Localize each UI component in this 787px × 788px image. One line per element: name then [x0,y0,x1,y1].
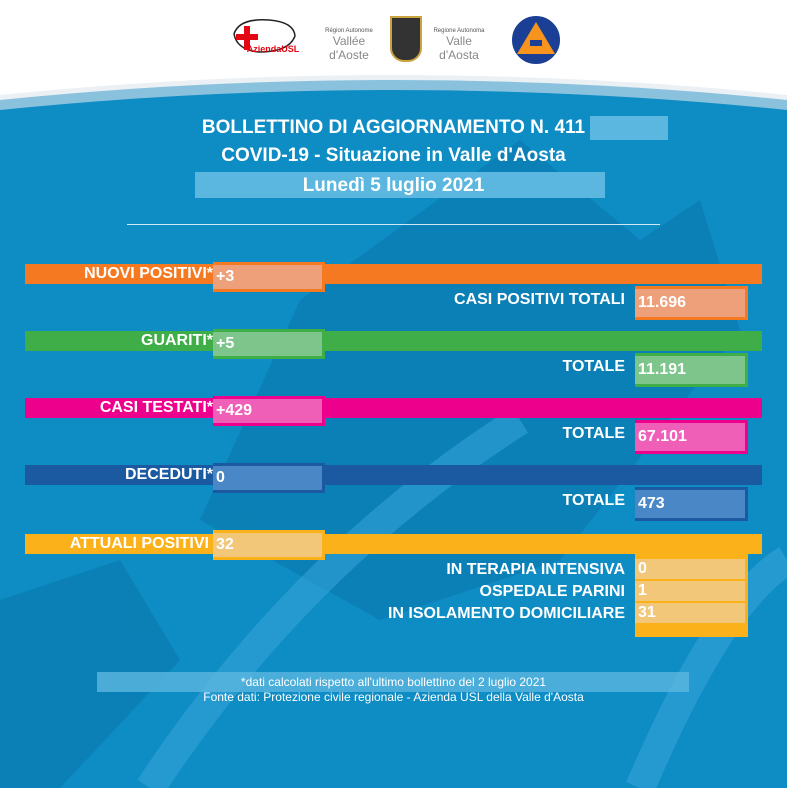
nuovi-positivi-total-label: CASI POSITIVI TOTALI [454,291,625,308]
ospedale-label: OSPEDALE PARINI [479,583,626,600]
casi-testati-value-box: +429 [213,396,325,426]
footer-note: *dati calcolati rispetto all'ultimo boll… [240,675,547,689]
deceduti-total-label: TOTALE [562,492,625,509]
isolamento-value: 31 [635,603,745,623]
deceduti-bar [25,465,762,485]
deceduti-value-box: 0 [213,463,325,493]
terapia-label: IN TERAPIA INTENSIVA [446,561,625,578]
coat-of-arms-logo [390,16,422,62]
nuovi-positivi-total-box: 11.696 [635,286,748,320]
attuali-value: 32 [213,533,322,557]
casi-testati-total: 67.101 [635,423,745,451]
guariti-label: GUARITI* [141,332,213,349]
casi-testati-total-label: TOTALE [562,425,625,442]
nuovi-positivi-bar [25,264,762,284]
nuovi-positivi-total: 11.696 [635,289,745,317]
guariti-value-box: +5 [213,329,325,359]
casi-testati-bar [25,398,762,418]
guariti-total: 11.191 [635,356,745,384]
bulletin-date: Lunedì 5 luglio 2021 [302,175,485,196]
azienda-usl-logo: AziendaUSL [228,14,300,64]
nuovi-positivi-value-box: +3 [213,262,325,292]
guariti-total-box: 11.191 [635,353,748,387]
attuali-value-box: 32 [213,530,325,560]
isolamento-label: IN ISOLAMENTO DOMICILIARE [387,605,625,622]
ospedale-value: 1 [635,581,745,601]
attuali-detail-box: 0 1 31 [635,553,748,637]
deceduti-total-box: 473 [635,487,748,521]
casi-testati-value: +429 [213,399,322,423]
region-fr-logo: Région Autonome Vallée d'Aoste [325,28,373,62]
attuali-bar [25,534,762,554]
date-highlight [195,172,605,198]
deceduti-total: 473 [635,490,745,518]
bulletin-subtitle: COVID-19 - Situazione in Valle d'Aosta [221,145,566,166]
guariti-total-label: TOTALE [562,358,625,375]
nuovi-positivi-label: NUOVI POSITIVI* [84,265,213,282]
attuali-label: ATTUALI POSITIVI [69,535,209,552]
deceduti-label: DECEDUTI* [124,466,213,483]
deceduti-value: 0 [213,466,322,490]
number-highlight [590,116,668,140]
casi-testati-label: CASI TESTATI* [99,399,213,416]
bulletin-title: BOLLETTINO DI AGGIORNAMENTO N. 411 [201,117,586,138]
terapia-value: 0 [635,559,745,579]
guariti-value: +5 [213,332,322,356]
casi-testati-total-box: 67.101 [635,420,748,454]
footer-source: Fonte dati: Protezione civile regionale … [203,690,584,704]
protezione-civile-logo [510,14,562,66]
nuovi-positivi-value: +3 [213,265,322,289]
region-it-logo: Regione Autonoma Valle d'Aosta [433,28,485,62]
footer-highlight [97,672,689,692]
divider [127,224,660,225]
guariti-bar [25,331,762,351]
